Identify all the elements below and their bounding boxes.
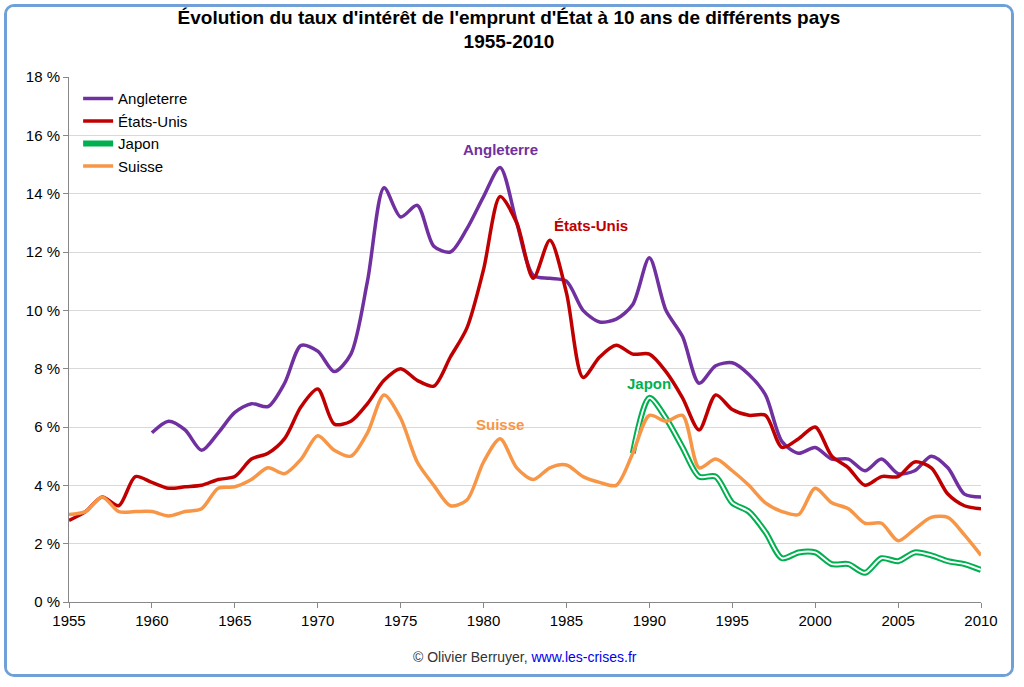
- svg-text:12 %: 12 %: [26, 243, 60, 260]
- svg-text:Japon: Japon: [118, 135, 159, 152]
- svg-text:1960: 1960: [135, 612, 168, 629]
- svg-text:1990: 1990: [633, 612, 666, 629]
- svg-text:1985: 1985: [550, 612, 583, 629]
- svg-text:Japon: Japon: [627, 375, 671, 392]
- svg-text:2010: 2010: [964, 612, 997, 629]
- svg-text:8 %: 8 %: [34, 360, 60, 377]
- svg-text:2005: 2005: [881, 612, 914, 629]
- svg-text:6 %: 6 %: [34, 418, 60, 435]
- svg-text:États-Unis: États-Unis: [118, 113, 187, 130]
- svg-text:Suisse: Suisse: [476, 416, 524, 433]
- svg-text:1965: 1965: [218, 612, 251, 629]
- svg-text:0 %: 0 %: [34, 593, 60, 610]
- svg-text:2000: 2000: [798, 612, 831, 629]
- svg-text:1995: 1995: [716, 612, 749, 629]
- svg-text:© Olivier Berruyer, www.les-cr: © Olivier Berruyer, www.les-crises.fr: [413, 649, 637, 665]
- svg-text:1970: 1970: [301, 612, 334, 629]
- svg-text:10 %: 10 %: [26, 302, 60, 319]
- svg-text:Angleterre: Angleterre: [118, 90, 187, 107]
- svg-text:2 %: 2 %: [34, 535, 60, 552]
- svg-text:États-Unis: États-Unis: [554, 217, 628, 234]
- svg-text:4 %: 4 %: [34, 477, 60, 494]
- svg-text:1980: 1980: [467, 612, 500, 629]
- svg-text:16 %: 16 %: [26, 127, 60, 144]
- svg-text:1955: 1955: [52, 612, 85, 629]
- svg-text:Évolution du taux d'intérêt de: Évolution du taux d'intérêt de l'emprunt…: [178, 7, 841, 52]
- svg-text:Angleterre: Angleterre: [463, 141, 538, 158]
- svg-text:1975: 1975: [384, 612, 417, 629]
- svg-text:Suisse: Suisse: [118, 158, 163, 175]
- svg-text:18 %: 18 %: [26, 68, 60, 85]
- svg-text:14 %: 14 %: [26, 185, 60, 202]
